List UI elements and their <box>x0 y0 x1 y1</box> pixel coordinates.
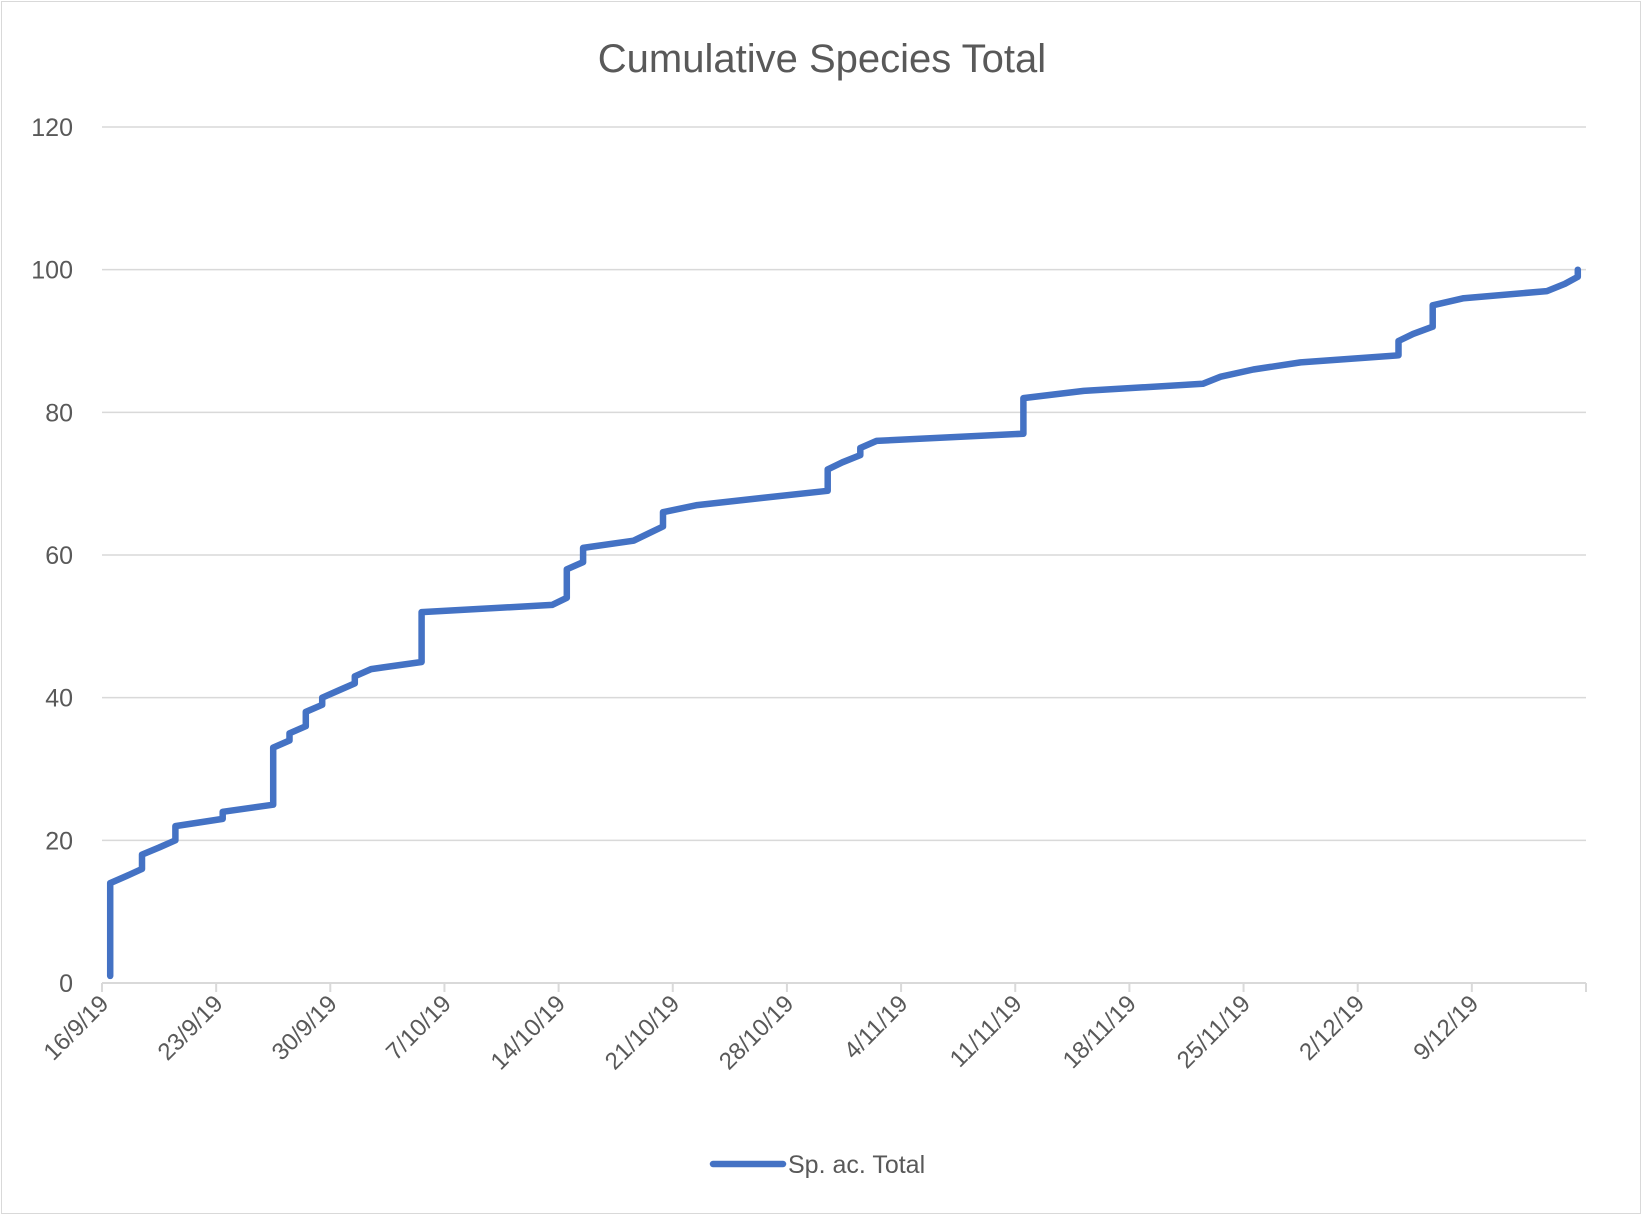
y-tick-label: 0 <box>59 970 73 998</box>
x-tick-label: 16/9/19 <box>39 990 115 1066</box>
x-tick-label: 21/10/19 <box>600 990 685 1075</box>
series-layer <box>106 266 1582 980</box>
y-tick-label: 80 <box>45 399 73 427</box>
x-tick-label: 30/9/19 <box>267 990 343 1066</box>
series-line-0 <box>106 266 1582 980</box>
y-tick-label: 20 <box>45 827 73 855</box>
chart-title: Cumulative Species Total <box>598 37 1046 81</box>
y-axis: 0 20 40 60 80 100 120 <box>31 114 73 998</box>
y-tick-label: 60 <box>45 542 73 570</box>
legend: Sp. ac. Total <box>709 1151 925 1179</box>
x-tick-label: 14/10/19 <box>486 990 571 1075</box>
x-tick-label: 11/11/19 <box>945 990 1028 1073</box>
y-tick-label: 40 <box>45 685 73 713</box>
x-tick-label: 7/10/19 <box>381 990 457 1066</box>
x-tick-label: 25/11/19 <box>1172 990 1256 1074</box>
x-tick-label: 18/11/19 <box>1058 990 1142 1074</box>
y-tick-label: 120 <box>31 114 73 142</box>
gridlines <box>102 126 1586 842</box>
x-tick-label: 23/9/19 <box>153 990 229 1066</box>
legend-label-sp-ac-total: Sp. ac. Total <box>788 1151 925 1179</box>
y-tick-label: 100 <box>31 257 73 285</box>
x-axis: 16/9/19 23/9/19 30/9/19 7/10/19 14/10/19 21/1… <box>39 982 1587 1075</box>
x-tick-label: 9/12/19 <box>1408 990 1484 1066</box>
x-tick-label: 4/11/19 <box>839 990 913 1064</box>
x-tick-label: 2/12/19 <box>1294 990 1370 1066</box>
x-tick-label: 28/10/19 <box>714 990 799 1075</box>
